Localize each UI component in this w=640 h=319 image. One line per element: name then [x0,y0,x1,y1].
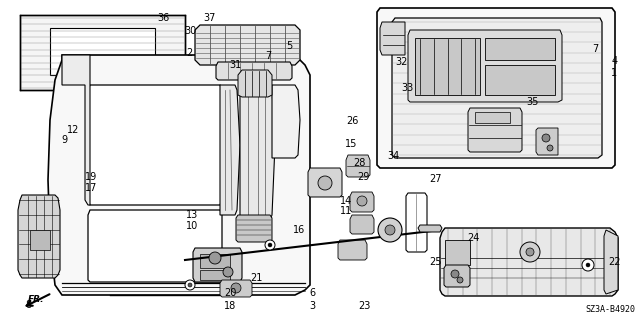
Polygon shape [236,215,272,242]
Text: FR.: FR. [28,295,45,305]
Text: 23: 23 [358,301,371,311]
Polygon shape [475,112,510,123]
Text: 35: 35 [526,97,539,107]
Circle shape [451,270,459,278]
Circle shape [188,283,192,287]
Text: 1: 1 [611,68,618,78]
Text: 15: 15 [344,138,357,149]
Text: 12: 12 [67,125,80,135]
Polygon shape [418,225,442,232]
Text: 4: 4 [611,56,618,66]
Circle shape [185,280,195,290]
Text: 5: 5 [286,41,292,51]
Polygon shape [48,55,310,295]
Circle shape [547,145,553,151]
Polygon shape [88,85,222,205]
Text: 27: 27 [429,174,442,184]
Polygon shape [485,38,555,60]
Polygon shape [536,128,558,155]
Polygon shape [350,192,374,212]
Circle shape [268,243,272,247]
Text: 33: 33 [401,83,413,93]
Text: 16: 16 [293,225,306,235]
Polygon shape [468,108,522,152]
Text: 6: 6 [309,288,316,299]
Polygon shape [240,85,275,220]
Text: 28: 28 [353,158,366,168]
Text: 29: 29 [357,172,370,182]
Polygon shape [88,210,222,282]
Text: 2: 2 [186,48,193,58]
Circle shape [318,176,332,190]
Polygon shape [193,248,242,282]
Polygon shape [30,230,50,250]
Text: 24: 24 [467,233,480,243]
Polygon shape [350,215,374,234]
Polygon shape [20,15,185,90]
Text: 25: 25 [429,256,442,267]
Text: 17: 17 [84,183,97,193]
Polygon shape [18,195,60,278]
Polygon shape [415,38,480,95]
Text: 7: 7 [266,51,272,61]
Circle shape [223,267,233,277]
Text: 14: 14 [339,196,352,206]
Polygon shape [346,155,370,177]
Polygon shape [195,25,300,65]
Polygon shape [216,62,292,80]
Circle shape [520,242,540,262]
Circle shape [378,218,402,242]
Text: 18: 18 [224,301,237,311]
Text: 20: 20 [224,288,237,299]
Polygon shape [485,65,555,95]
Circle shape [582,259,594,271]
Text: 11: 11 [339,205,352,216]
Polygon shape [377,8,615,168]
Polygon shape [272,85,300,158]
Text: 26: 26 [346,116,358,126]
Circle shape [586,263,590,267]
Text: 9: 9 [61,135,67,145]
Polygon shape [238,70,272,97]
Circle shape [385,225,395,235]
Text: 36: 36 [157,12,170,23]
Text: 8: 8 [26,300,32,310]
Text: 22: 22 [608,256,621,267]
Circle shape [457,277,463,283]
Text: 10: 10 [186,221,198,232]
Polygon shape [200,270,230,280]
Text: 3: 3 [309,301,316,311]
Polygon shape [338,240,367,260]
Text: 37: 37 [204,12,216,23]
Text: 31: 31 [229,60,242,70]
Polygon shape [220,85,240,215]
Circle shape [542,134,550,142]
Circle shape [526,248,534,256]
Circle shape [231,283,241,293]
Polygon shape [50,28,155,75]
Circle shape [265,240,275,250]
Polygon shape [308,168,342,197]
Text: 13: 13 [186,210,198,220]
Polygon shape [440,228,618,296]
Polygon shape [62,55,90,205]
Text: 30: 30 [184,26,197,36]
Polygon shape [380,22,405,55]
Polygon shape [444,265,470,287]
Circle shape [209,252,221,264]
Polygon shape [200,254,230,268]
Text: 32: 32 [396,57,408,67]
Polygon shape [220,280,252,297]
Polygon shape [408,30,562,102]
Polygon shape [445,240,470,265]
Text: 21: 21 [250,272,262,283]
Circle shape [357,196,367,206]
Text: 7: 7 [592,44,598,55]
Text: SZ3A-B4920: SZ3A-B4920 [585,305,635,314]
Polygon shape [392,18,602,158]
Text: 34: 34 [387,151,399,161]
Polygon shape [604,230,618,294]
Text: 19: 19 [84,172,97,182]
